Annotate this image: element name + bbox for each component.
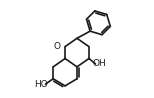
- Text: O: O: [54, 42, 61, 51]
- Text: HO: HO: [34, 80, 48, 89]
- Text: OH: OH: [93, 59, 106, 68]
